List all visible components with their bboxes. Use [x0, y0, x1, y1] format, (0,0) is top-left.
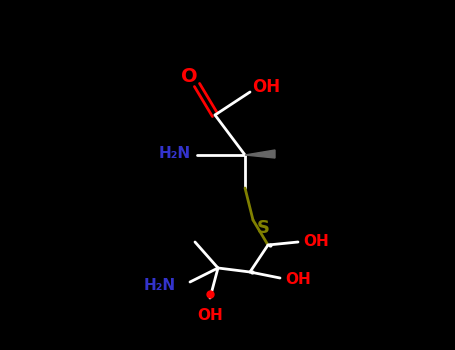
Text: OH: OH	[252, 78, 280, 96]
Text: S: S	[257, 219, 269, 237]
Polygon shape	[245, 150, 275, 158]
Text: OH: OH	[303, 234, 329, 250]
Text: OH: OH	[197, 308, 223, 323]
Text: O: O	[181, 66, 197, 85]
Text: H₂N: H₂N	[144, 278, 176, 293]
Text: OH: OH	[285, 273, 311, 287]
Text: H₂N: H₂N	[159, 146, 191, 161]
